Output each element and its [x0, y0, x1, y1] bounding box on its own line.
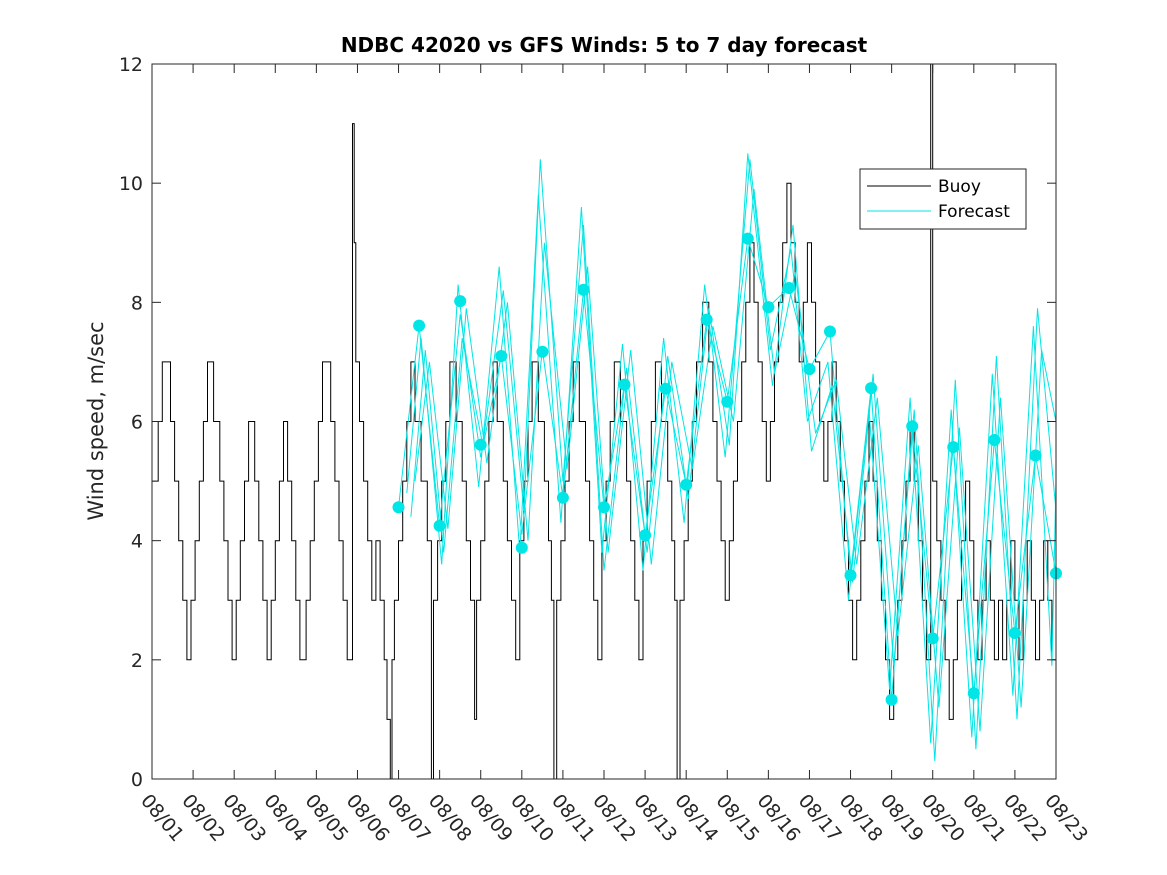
- legend-forecast-label: Forecast: [938, 202, 1010, 222]
- forecast-marker-point: [536, 345, 549, 358]
- forecast-marker-point: [782, 282, 795, 294]
- legend-buoy-label: Buoy: [938, 177, 981, 197]
- forecast-marker-point: [967, 687, 980, 700]
- legend-box: [859, 168, 1027, 230]
- y-tick-label: 10: [119, 173, 143, 195]
- plot-area: [152, 63, 1062, 780]
- forecast-marker-point: [762, 301, 775, 314]
- forecast-run-line-4: [414, 189, 1057, 732]
- forecast-marker-point: [639, 529, 652, 542]
- y-tick-label: 2: [131, 650, 143, 672]
- forecast-marker-point: [988, 434, 1001, 446]
- forecast-marker-point: [454, 295, 467, 308]
- forecast-marker-point: [721, 395, 734, 408]
- y-tick-label: 0: [131, 769, 143, 791]
- forecast-marker-point: [947, 441, 960, 454]
- forecast-marker-point: [1029, 449, 1042, 462]
- forecast-marker-point: [392, 501, 405, 514]
- forecast-marker-point: [906, 420, 919, 433]
- forecast-marker-point: [577, 283, 590, 296]
- legend: Buoy Forecast: [859, 168, 1027, 230]
- y-tick-label: 4: [131, 531, 143, 553]
- forecast-marker-point: [598, 501, 610, 514]
- y-axis-label: Wind speed, m/sec: [84, 321, 108, 520]
- forecast-marker-point: [515, 541, 528, 554]
- forecast-marker-point: [803, 363, 816, 376]
- forecast-marker-point: [556, 491, 569, 504]
- forecast-marker-point: [659, 382, 672, 395]
- forecast-marker-point: [926, 632, 939, 645]
- chart-title: NDBC 42020 vs GFS Winds: 5 to 7 day fore…: [341, 33, 868, 57]
- forecast-marker-point: [700, 313, 713, 326]
- forecast-marker-point: [824, 325, 836, 338]
- y-tick-label: 12: [119, 54, 143, 76]
- forecast-marker-point: [495, 350, 508, 362]
- forecast-marker-point: [433, 519, 446, 532]
- forecast-marker-point: [1008, 627, 1021, 639]
- forecast-marker-point: [741, 232, 754, 245]
- forecast-marker-point: [413, 319, 426, 332]
- forecast-marker-point: [844, 569, 857, 582]
- y-tick-label: 8: [131, 292, 143, 314]
- forecast-run-line-3: [410, 153, 1057, 762]
- forecast-marker-point: [474, 438, 487, 451]
- y-tick-label: 6: [131, 412, 143, 434]
- forecast-marker-point: [865, 382, 878, 395]
- forecast-marker-point: [885, 693, 898, 706]
- forecast-marker-point: [680, 478, 693, 491]
- forecast-marker-point: [618, 378, 631, 391]
